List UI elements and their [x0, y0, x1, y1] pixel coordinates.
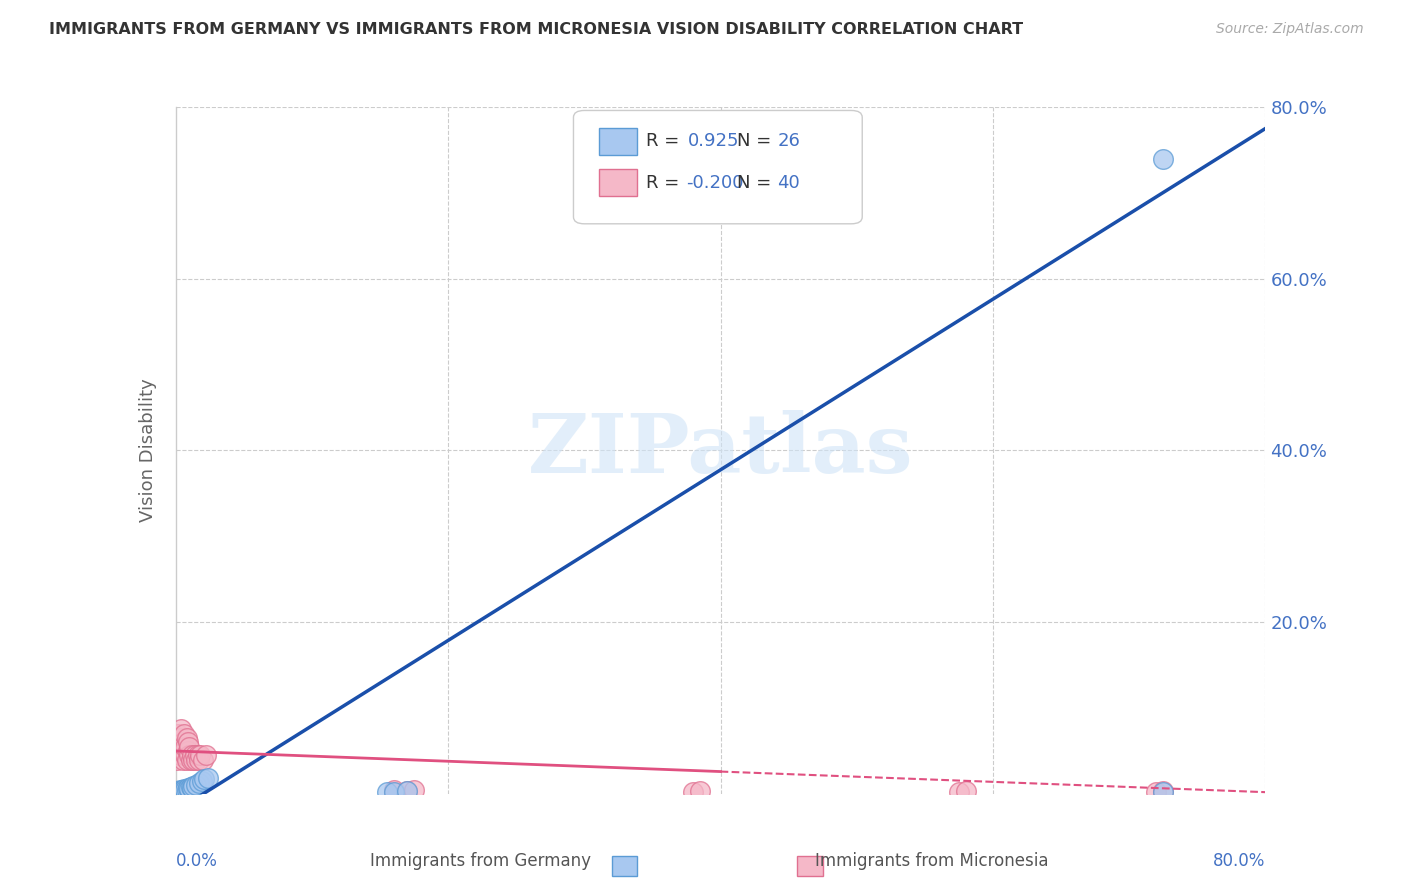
- Point: [167, 727, 190, 741]
- Text: Source: ZipAtlas.com: Source: ZipAtlas.com: [1216, 22, 1364, 37]
- Point: [404, 782, 426, 797]
- Point: [177, 780, 200, 795]
- Point: [180, 753, 202, 767]
- Text: R =: R =: [647, 174, 686, 192]
- Point: [169, 783, 191, 797]
- Point: [186, 753, 208, 767]
- Point: [173, 781, 195, 796]
- Point: [179, 739, 201, 754]
- Point: [174, 748, 197, 763]
- Point: [173, 784, 195, 798]
- Point: [166, 735, 188, 749]
- Point: [176, 753, 198, 767]
- Point: [172, 753, 194, 767]
- Point: [396, 784, 419, 798]
- Point: [190, 774, 212, 789]
- Bar: [599, 128, 637, 155]
- Point: [396, 784, 419, 798]
- Point: [177, 735, 200, 749]
- Point: [170, 739, 193, 754]
- Text: 0.0%: 0.0%: [176, 852, 218, 870]
- Point: [191, 753, 214, 767]
- Point: [193, 772, 215, 787]
- Text: 26: 26: [778, 132, 800, 151]
- Text: 0.925: 0.925: [688, 132, 740, 151]
- Point: [169, 748, 191, 763]
- Point: [174, 783, 197, 797]
- Point: [166, 785, 188, 799]
- Point: [169, 785, 191, 799]
- Point: [172, 785, 194, 799]
- Point: [1144, 785, 1167, 799]
- Point: [382, 785, 405, 799]
- Text: N =: N =: [737, 132, 778, 151]
- Point: [382, 785, 405, 799]
- Point: [180, 780, 202, 794]
- Text: R =: R =: [647, 132, 686, 151]
- Text: 80.0%: 80.0%: [1213, 852, 1265, 870]
- Point: [187, 753, 209, 767]
- Text: IMMIGRANTS FROM GERMANY VS IMMIGRANTS FROM MICRONESIA VISION DISABILITY CORRELAT: IMMIGRANTS FROM GERMANY VS IMMIGRANTS FR…: [49, 22, 1024, 37]
- Point: [179, 748, 201, 763]
- Bar: [612, 856, 637, 876]
- Point: [948, 785, 970, 799]
- Point: [179, 781, 201, 796]
- Point: [689, 784, 711, 798]
- Bar: [797, 856, 823, 876]
- Point: [181, 748, 204, 763]
- Text: 40: 40: [778, 174, 800, 192]
- Point: [166, 753, 188, 767]
- Point: [188, 748, 211, 763]
- Text: -0.200: -0.200: [686, 174, 744, 192]
- Point: [176, 782, 198, 797]
- Y-axis label: Vision Disability: Vision Disability: [139, 378, 157, 523]
- Point: [170, 784, 193, 798]
- Point: [172, 782, 194, 797]
- Point: [382, 783, 405, 797]
- Point: [1152, 784, 1174, 798]
- Point: [186, 778, 208, 792]
- Point: [375, 785, 398, 799]
- Point: [187, 775, 209, 789]
- Point: [1152, 785, 1174, 799]
- Point: [167, 784, 190, 798]
- Point: [173, 744, 195, 758]
- Point: [183, 779, 205, 793]
- Text: N =: N =: [737, 174, 778, 192]
- Point: [172, 735, 194, 749]
- Point: [197, 771, 219, 785]
- Point: [955, 784, 977, 798]
- Bar: [599, 169, 637, 196]
- Point: [682, 785, 704, 799]
- Text: Immigrants from Micronesia: Immigrants from Micronesia: [815, 852, 1049, 870]
- Point: [181, 780, 204, 795]
- Point: [170, 723, 193, 737]
- Point: [184, 748, 207, 763]
- Point: [167, 744, 190, 758]
- Point: [1152, 152, 1174, 166]
- Point: [176, 731, 198, 745]
- Point: [169, 731, 191, 745]
- Point: [173, 727, 195, 741]
- Point: [174, 739, 197, 754]
- Text: Immigrants from Germany: Immigrants from Germany: [370, 852, 591, 870]
- Text: ZIPatlas: ZIPatlas: [527, 410, 914, 491]
- Point: [194, 748, 217, 763]
- FancyBboxPatch shape: [574, 111, 862, 224]
- Point: [186, 748, 209, 763]
- Point: [177, 744, 200, 758]
- Point: [183, 753, 205, 767]
